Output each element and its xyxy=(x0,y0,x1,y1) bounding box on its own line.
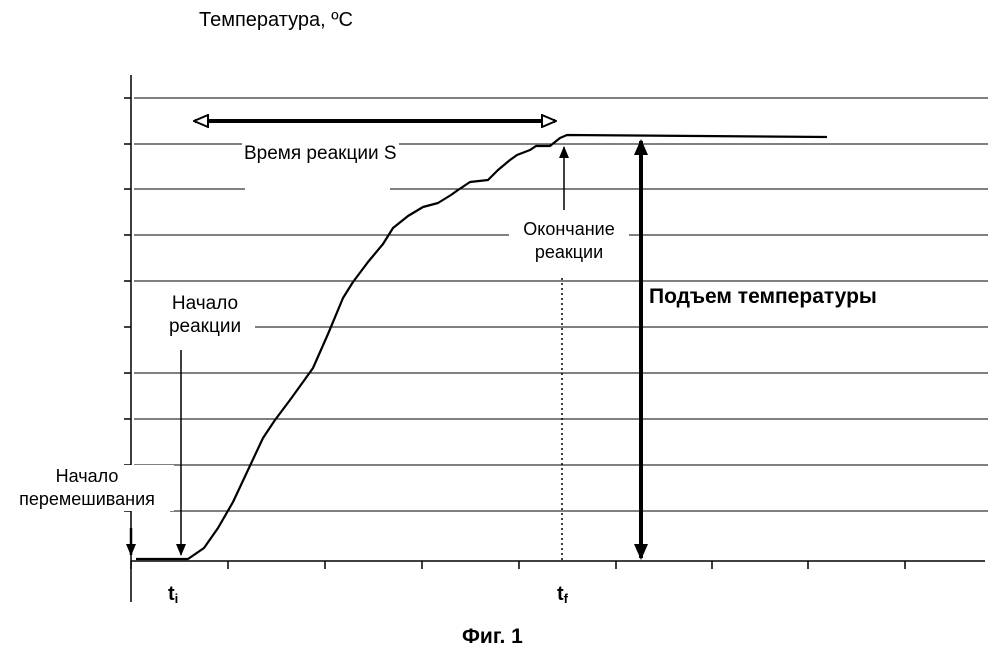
mixing-start-label: Начало перемешивания xyxy=(0,465,174,511)
mixing-start-label-line2: перемешивания xyxy=(2,488,172,511)
tf-subscript: f xyxy=(564,591,568,606)
reaction-end-label: Окончание реакции xyxy=(509,218,629,264)
temperature-rise-label: Подъем температуры xyxy=(647,285,879,308)
tf-label: tf xyxy=(557,583,568,610)
reaction-end-label-line2: реакции xyxy=(511,241,627,264)
ti-subscript: i xyxy=(175,591,179,606)
reaction-time-label: Время реакции S xyxy=(242,142,399,165)
x-axis xyxy=(131,561,985,569)
reaction-start-label-line1: Начало xyxy=(160,292,250,315)
mixing-start-label-line1: Начало xyxy=(2,465,172,488)
tf-main: t xyxy=(557,583,564,605)
figure-caption: Фиг. 1 xyxy=(462,625,523,648)
reaction-start-label: Начало реакции xyxy=(158,292,252,338)
temperature-curve xyxy=(136,135,827,559)
ti-label: ti xyxy=(168,583,178,610)
y-axis xyxy=(124,75,131,602)
ti-main: t xyxy=(168,583,175,605)
reaction-start-label-line2: реакции xyxy=(160,315,250,338)
reaction-end-label-line1: Окончание xyxy=(511,218,627,241)
y-axis-label: Температура, ºС xyxy=(199,9,353,32)
